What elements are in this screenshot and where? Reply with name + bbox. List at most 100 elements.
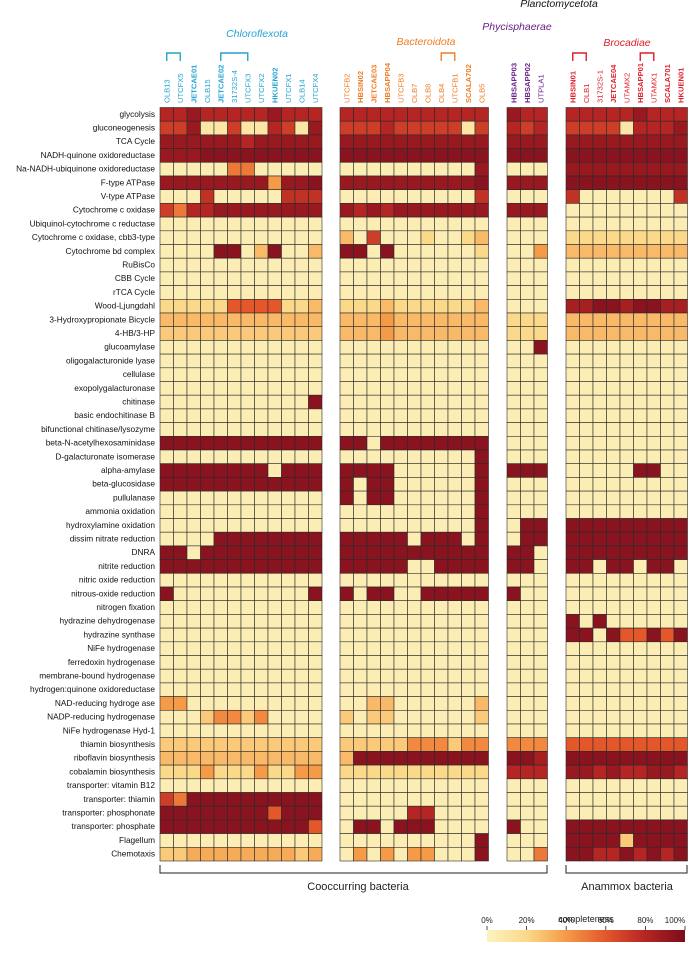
heatmap-cell xyxy=(281,230,296,245)
heatmap-cell xyxy=(420,614,435,629)
heatmap-cell xyxy=(366,477,381,492)
column-label: HBSAPP01 xyxy=(636,62,645,103)
heatmap-cell xyxy=(434,312,449,327)
column-label: UTCFX5 xyxy=(176,73,185,103)
heatmap-cell xyxy=(366,572,381,588)
row-label: glycolysis xyxy=(119,109,155,119)
heatmap-cell xyxy=(339,682,354,697)
heatmap-cell xyxy=(353,107,368,122)
heatmap-cell xyxy=(393,298,408,314)
heatmap-cell xyxy=(565,833,580,848)
heatmap-cell xyxy=(447,422,462,437)
heatmap-cell xyxy=(434,504,449,519)
heatmap-cell xyxy=(200,477,215,492)
heatmap-cell xyxy=(213,655,228,670)
heatmap-cell xyxy=(592,600,607,615)
heatmap-cell xyxy=(213,394,228,410)
heatmap-cell xyxy=(213,819,228,834)
heatmap-cell xyxy=(520,518,535,533)
heatmap-cell xyxy=(660,230,675,245)
heatmap-cell xyxy=(186,285,201,300)
heatmap-cell xyxy=(254,285,269,300)
heatmap-cell xyxy=(353,709,368,725)
heatmap-cell xyxy=(420,531,435,547)
heatmap-cell xyxy=(353,340,368,355)
heatmap-cell xyxy=(673,819,688,834)
heatmap-cell xyxy=(173,435,188,451)
heatmap-cell xyxy=(267,244,282,259)
heatmap-cell xyxy=(380,572,395,588)
heatmap-cell xyxy=(380,285,395,300)
heatmap-cell xyxy=(434,353,449,369)
heatmap-cell xyxy=(579,833,594,848)
heatmap-cell xyxy=(200,559,215,574)
heatmap-cell xyxy=(606,449,621,464)
heatmap-cell xyxy=(461,134,476,149)
heatmap-cell xyxy=(339,586,354,601)
heatmap-cell xyxy=(159,668,174,684)
heatmap-cell xyxy=(240,504,255,519)
heatmap-cell xyxy=(353,312,368,327)
heatmap-cell xyxy=(447,175,462,190)
heatmap-cell xyxy=(506,340,521,355)
heatmap-cell xyxy=(420,682,435,697)
heatmap-cell xyxy=(227,531,242,547)
heatmap-cell xyxy=(267,545,282,560)
heatmap-cell xyxy=(240,230,255,245)
heatmap-cell xyxy=(294,449,309,464)
heatmap-cell xyxy=(281,559,296,574)
heatmap-cell xyxy=(461,709,476,725)
heatmap-cell xyxy=(339,463,354,478)
heatmap-cell xyxy=(420,490,435,506)
heatmap-cell xyxy=(173,367,188,382)
heatmap-cell xyxy=(254,312,269,327)
heatmap-cell xyxy=(200,614,215,629)
heatmap-cell xyxy=(281,696,296,711)
heatmap-cell xyxy=(447,340,462,355)
heatmap-cell xyxy=(308,477,323,492)
heatmap-cell xyxy=(506,120,521,136)
heatmap-cell xyxy=(434,422,449,437)
row-label: Na-NADH-ubiquinone oxidoreductase xyxy=(16,164,155,174)
heatmap-cell xyxy=(294,312,309,327)
heatmap-cell xyxy=(366,531,381,547)
heatmap-cell xyxy=(213,641,228,656)
row-label: transporter: phosphate xyxy=(72,821,156,831)
heatmap-cell xyxy=(434,531,449,547)
heatmap-cell xyxy=(159,353,174,369)
heatmap-cell xyxy=(159,572,174,588)
heatmap-cell xyxy=(520,586,535,601)
heatmap-cell xyxy=(592,422,607,437)
heatmap-cell xyxy=(660,723,675,738)
heatmap-cell xyxy=(619,764,634,780)
heatmap-cell xyxy=(673,203,688,218)
heatmap-cell xyxy=(673,751,688,766)
heatmap-cell xyxy=(673,682,688,697)
heatmap-cell xyxy=(660,641,675,656)
heatmap-cell xyxy=(434,641,449,656)
heatmap-cell xyxy=(619,586,634,601)
row-label: alpha-amylase xyxy=(101,465,155,475)
heatmap-cell xyxy=(186,162,201,177)
heatmap-cell xyxy=(533,682,548,697)
heatmap-cell xyxy=(520,504,535,519)
heatmap-cell xyxy=(240,148,255,163)
heatmap-cell xyxy=(407,490,422,506)
heatmap-cell xyxy=(606,709,621,725)
heatmap-cell xyxy=(173,586,188,601)
heatmap-cell xyxy=(308,655,323,670)
heatmap-cell xyxy=(227,846,242,862)
heatmap-cell xyxy=(380,792,395,807)
heatmap-cell xyxy=(353,175,368,190)
heatmap-cell xyxy=(434,586,449,601)
heatmap-cell xyxy=(619,463,634,478)
heatmap-cell xyxy=(294,463,309,478)
heatmap-cell xyxy=(434,477,449,492)
heatmap-cell xyxy=(606,531,621,547)
row-label: D-galacturonate isomerase xyxy=(55,451,155,461)
heatmap-cell xyxy=(646,805,661,821)
heatmap-cell xyxy=(673,298,688,314)
heatmap-cell xyxy=(240,518,255,533)
heatmap-cell xyxy=(281,586,296,601)
